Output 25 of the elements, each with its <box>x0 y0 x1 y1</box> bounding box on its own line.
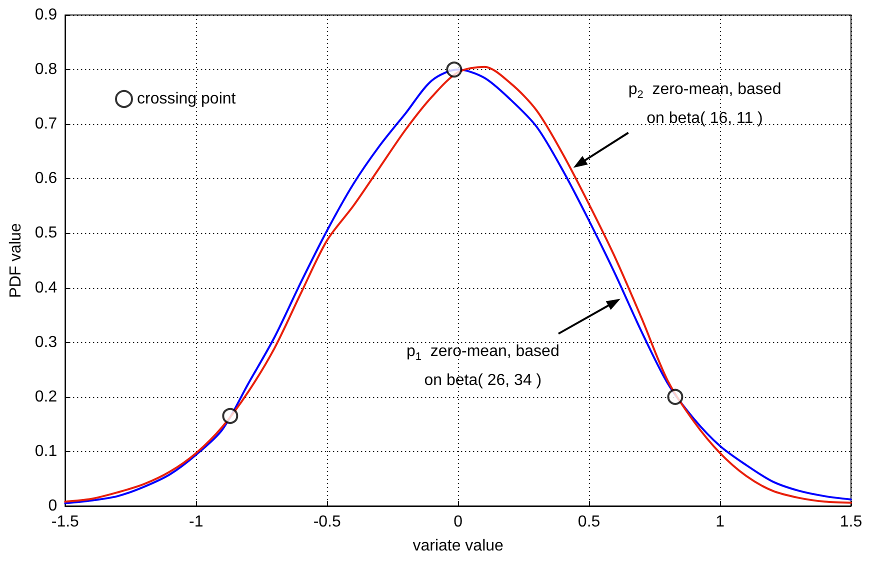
x-tick-label: -1.5 <box>51 514 80 530</box>
y-tick-label: 0.9 <box>34 6 58 24</box>
y-tick-label: 0.8 <box>34 61 58 78</box>
y-tick-label: 0.7 <box>34 116 58 133</box>
y-tick-label: 0.2 <box>34 388 58 406</box>
y-tick-label: 0.1 <box>34 442 58 460</box>
x-tick-label: 0.5 <box>578 514 600 530</box>
y-tick-label: 0.5 <box>34 224 58 242</box>
y-tick-label: 0.3 <box>34 334 58 351</box>
y-axis-title: PDF value <box>8 223 24 298</box>
y-tick-label: 0 <box>48 498 58 514</box>
x-tick-label: 1.5 <box>840 514 862 530</box>
y-tick-label: 0.6 <box>34 170 58 188</box>
annotation: p$_{1}$ zero-mean, based on beta( 26, 34 ) <box>406 342 560 391</box>
x-axis-title: variate value <box>412 538 504 554</box>
x-tick-label: 0 <box>454 514 463 530</box>
legend-label: crossing point <box>137 90 236 108</box>
x-tick-label: -0.5 <box>313 514 341 530</box>
point <box>222 408 238 424</box>
point <box>446 62 462 78</box>
point <box>667 388 684 405</box>
x-tick-label: -1 <box>189 514 204 530</box>
y-tick-label: 0.4 <box>34 279 58 296</box>
annotation: p$_{2}$ zero-mean, based on beta( 16, 11 ) <box>628 80 782 129</box>
x-tick-label: 1 <box>716 514 725 530</box>
